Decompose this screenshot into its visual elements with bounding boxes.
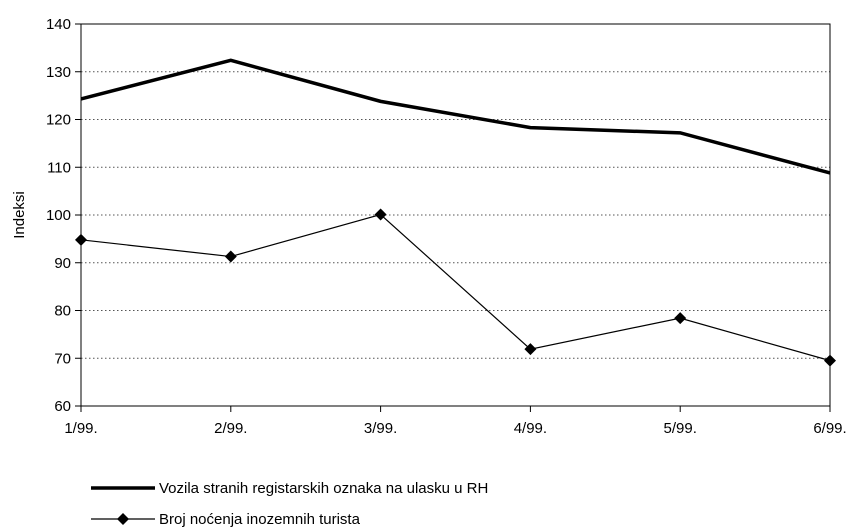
- x-tick-label-5: 6/99.: [813, 420, 846, 437]
- y-tick-label-120: 120: [46, 112, 71, 129]
- y-tick-labels: 60 70 80 90 100 110 120 130 140: [46, 16, 71, 415]
- series-line-1: [80, 213, 831, 362]
- y-tick-label-130: 130: [46, 64, 71, 81]
- x-tick-label-4: 5/99.: [664, 420, 697, 437]
- legend-diamond-marker: [117, 513, 129, 525]
- x-tick-label-1: 2/99.: [214, 420, 247, 437]
- plot-frame: [80, 23, 831, 407]
- y-tick-label-100: 100: [46, 207, 71, 224]
- data-point-1-4: [674, 312, 687, 325]
- data-point-1-5: [824, 354, 836, 367]
- data-point-1-3: [524, 343, 537, 356]
- y-tick-label-60: 60: [54, 398, 71, 415]
- y-tick-label-70: 70: [54, 350, 71, 367]
- axes: [75, 23, 831, 412]
- grid-lines: [81, 23, 830, 359]
- data-point-1-1: [224, 250, 237, 263]
- series-line-0: [80, 58, 831, 175]
- y-tick-label-80: 80: [54, 303, 71, 320]
- legend-label-nocenja: Broj noćenja inozemnih turista: [159, 511, 361, 528]
- y-tick-label-110: 110: [47, 159, 71, 176]
- x-tick-label-3: 4/99.: [514, 420, 547, 437]
- legend: Vozila stranih registarskih oznaka na ul…: [91, 480, 488, 528]
- legend-label-vozila: Vozila stranih registarskih oznaka na ul…: [159, 480, 488, 497]
- series-group: [75, 58, 836, 367]
- x-tick-label-0: 1/99.: [64, 420, 97, 437]
- x-tick-labels: 1/99. 2/99. 3/99. 4/99. 5/99. 6/99.: [64, 420, 846, 437]
- y-tick-label-140: 140: [46, 16, 71, 33]
- y-tick-label-90: 90: [54, 255, 71, 272]
- data-point-1-2: [374, 208, 387, 221]
- y-axis-label: Indeksi: [11, 191, 28, 239]
- x-tick-label-2: 3/99.: [364, 420, 397, 437]
- data-point-1-0: [75, 233, 87, 246]
